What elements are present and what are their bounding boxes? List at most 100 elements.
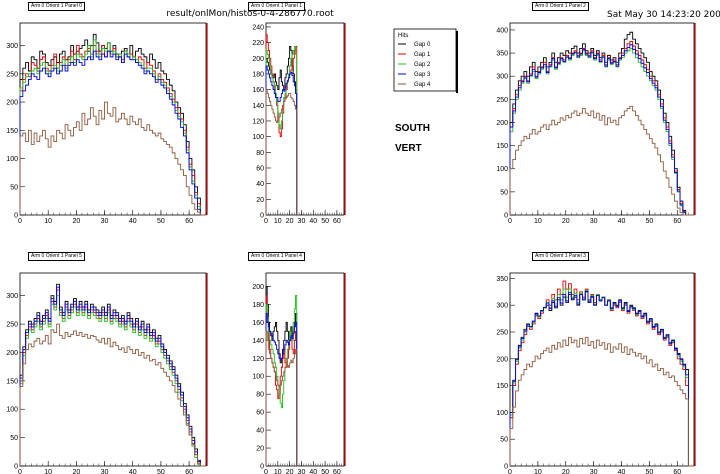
series-gap-2 — [19, 295, 206, 467]
legend: Hits Gap 0 Gap 1 Gap 2 Gap 3 Gap 4 — [393, 28, 458, 93]
y-tick-label: 0 — [260, 464, 264, 471]
y-tick-label: 0 — [14, 213, 18, 220]
x-tick-label: 0 — [264, 218, 268, 225]
y-tick-label: 120 — [252, 118, 264, 125]
series-gap-4 — [19, 101, 206, 216]
x-tick-label: 20 — [72, 469, 80, 474]
y-tick-label: 200 — [252, 284, 264, 291]
y-tick-label: 80 — [256, 392, 264, 399]
y-tick-label: 150 — [6, 378, 18, 385]
x-tick-label: 20 — [286, 218, 294, 225]
x-tick-label: 20 — [562, 218, 570, 225]
x-tick-label: 60 — [185, 469, 193, 474]
y-tick-label: 150 — [496, 143, 508, 150]
header-datetime: Sat May 30 14:23:20 2009 — [607, 10, 720, 20]
series-gap-1 — [265, 34, 298, 215]
x-tick-label: 30 — [101, 218, 109, 225]
x-tick-label: 0 — [18, 469, 22, 474]
x-tick-label: 30 — [101, 469, 109, 474]
x-tick-label: 50 — [157, 469, 165, 474]
y-tick-label: 0 — [260, 213, 264, 220]
x-tick-label: 40 — [129, 218, 137, 225]
x-tick-label: 40 — [618, 469, 626, 474]
panel-5: 0 10 20 30 40 50 60 0 50 100 150 200 250 300 350 — [496, 272, 696, 474]
series-gap-3 — [19, 286, 206, 467]
y-tick-label: 220 — [252, 40, 264, 47]
y-tick-label: 60 — [256, 165, 264, 172]
y-tick-label: 240 — [252, 24, 264, 31]
x-tick-label: 40 — [129, 469, 137, 474]
y-tick-label: 50 — [500, 189, 508, 196]
panel-title-1: Arm 0 Orient 1 Panel 1 — [248, 2, 305, 11]
header-file: result/onlMon/histos-0-4-286770.root — [166, 9, 334, 19]
series-gap-2 — [509, 288, 694, 467]
y-tick-label: 300 — [6, 293, 18, 300]
y-tick-label: 200 — [252, 56, 264, 63]
y-tick-label: 180 — [252, 302, 264, 309]
y-tick-label: 0 — [504, 213, 508, 220]
series-gap-0 — [19, 283, 206, 467]
series-gap-1 — [19, 289, 206, 467]
legend-entry: Gap 3 — [414, 72, 431, 78]
panel-0: 0 10 20 30 40 50 60 0 50 100 150 200 250 300 — [6, 22, 208, 225]
x-tick-label: 50 — [321, 218, 329, 225]
x-tick-label: 20 — [286, 469, 294, 474]
x-tick-label: 30 — [298, 469, 306, 474]
y-tick-label: 140 — [252, 103, 264, 110]
y-tick-label: 120 — [252, 356, 264, 363]
x-tick-label: 10 — [44, 218, 52, 225]
y-tick-label: 40 — [256, 181, 264, 188]
y-tick-label: 0 — [14, 464, 18, 471]
y-tick-label: 400 — [496, 27, 508, 34]
y-tick-label: 150 — [496, 383, 508, 390]
y-tick-label: 50 — [500, 437, 508, 444]
x-tick-label: 60 — [185, 218, 193, 225]
panel-3: 0 10 20 30 40 50 60 0 50 100 150 200 250 300 — [6, 272, 208, 474]
series-gap-3 — [509, 44, 694, 216]
y-tick-label: 300 — [6, 43, 18, 50]
y-tick-label: 200 — [496, 120, 508, 127]
x-tick-label: 30 — [590, 469, 598, 474]
series-gap-4 — [265, 89, 298, 215]
plot-frame — [265, 272, 345, 467]
y-tick-label: 60 — [256, 410, 264, 417]
series-gap-4 — [509, 105, 694, 216]
y-tick-label: 140 — [252, 338, 264, 345]
y-tick-label: 200 — [496, 356, 508, 363]
series-gap-0 — [19, 33, 206, 216]
y-tick-label: 200 — [6, 350, 18, 357]
x-tick-label: 60 — [333, 469, 341, 474]
x-tick-label: 10 — [44, 469, 52, 474]
y-tick-label: 250 — [496, 97, 508, 104]
series-gap-3 — [19, 50, 206, 216]
y-tick-label: 100 — [496, 410, 508, 417]
x-tick-label: 0 — [18, 218, 22, 225]
series-gap-2 — [265, 46, 298, 215]
x-tick-label: 50 — [645, 218, 653, 225]
x-tick-label: 40 — [618, 218, 626, 225]
x-tick-label: 40 — [309, 469, 317, 474]
x-tick-label: 30 — [590, 218, 598, 225]
plot-frame — [19, 272, 207, 467]
panel-title-4: Arm 0 Orient 1 Panel 4 — [248, 252, 305, 261]
x-tick-label: 60 — [333, 218, 341, 225]
y-tick-label: 250 — [6, 322, 18, 329]
y-tick-label: 100 — [6, 407, 18, 414]
legend-entry: Gap 4 — [414, 82, 431, 88]
x-tick-label: 10 — [274, 469, 282, 474]
series-gap-4 — [509, 336, 694, 467]
y-tick-label: 20 — [256, 446, 264, 453]
y-tick-label: 100 — [252, 374, 264, 381]
x-tick-label: 30 — [298, 218, 306, 225]
y-tick-label: 300 — [496, 74, 508, 81]
panel-title-0: Arm 0 Orient 1 Panel 0 — [28, 2, 85, 11]
x-tick-label: 10 — [534, 469, 542, 474]
series-gap-3 — [265, 65, 298, 215]
legend-entry: Gap 0 — [414, 42, 431, 48]
series-gap-3 — [265, 312, 298, 466]
annotation-south: SOUTH — [395, 123, 430, 134]
y-tick-label: 0 — [504, 464, 508, 471]
x-tick-label: 10 — [534, 218, 542, 225]
x-tick-label: 20 — [72, 218, 80, 225]
